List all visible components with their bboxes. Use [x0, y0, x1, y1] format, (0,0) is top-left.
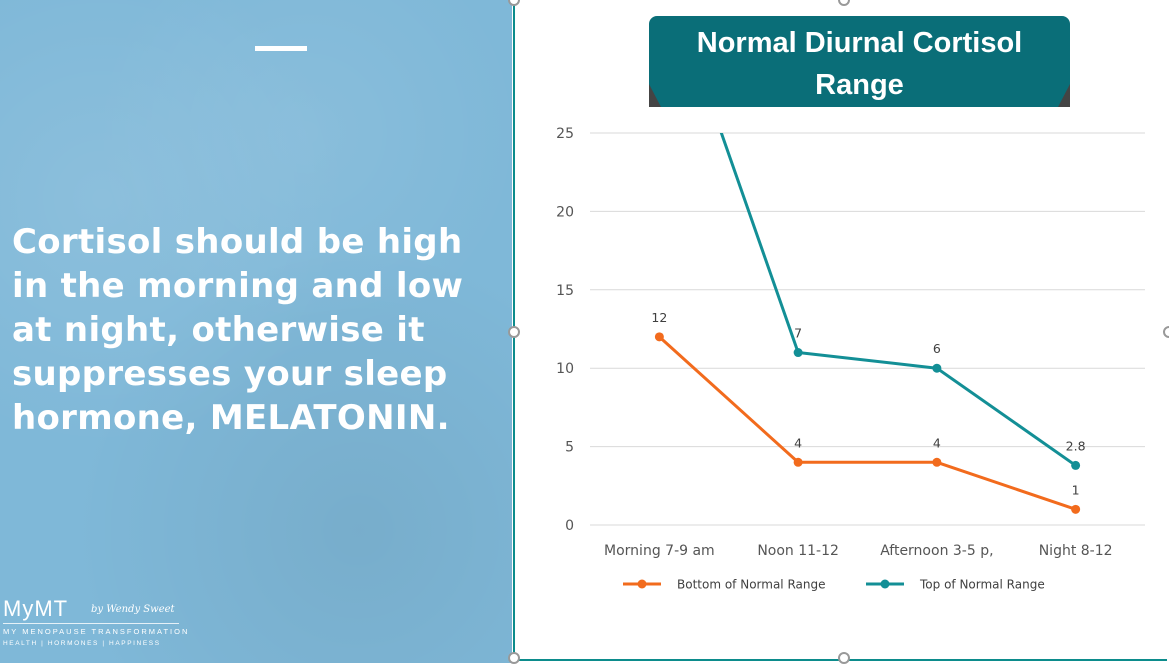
mymt-logo: MyMT by Wendy Sweet MY MENOPAUSE TRANSFO… — [3, 596, 187, 656]
data-label-0-0: 12 — [651, 310, 667, 325]
resize-handle-middle-left[interactable] — [508, 326, 520, 338]
data-point-0-3 — [1071, 504, 1081, 514]
data-point-1-2 — [932, 363, 942, 373]
y-tick-label-10: 10 — [556, 361, 574, 377]
legend-label-1: Top of Normal Range — [919, 578, 1045, 592]
logo-tagline: HEALTH | HORMONES | HAPPINESS — [3, 640, 161, 647]
x-tick-label-2: Afternoon 3-5 p, — [880, 543, 993, 559]
accent-dash — [255, 46, 307, 51]
logo-subtitle: MY MENOPAUSE TRANSFORMATION — [3, 627, 190, 636]
legend-label-0: Bottom of Normal Range — [677, 578, 825, 592]
data-label-1-1: 7 — [794, 326, 802, 341]
logo-main: MyMT — [3, 596, 69, 621]
data-point-0-1 — [793, 457, 803, 467]
series-line-0 — [658, 335, 1077, 511]
left-panel: Cortisol should be high in the morning a… — [0, 0, 512, 663]
y-tick-label-0: 0 — [565, 518, 574, 534]
y-tick-label-25: 25 — [556, 126, 574, 142]
data-point-1-3 — [1071, 460, 1081, 470]
y-tick-label-5: 5 — [565, 440, 574, 456]
series-line-1 — [719, 133, 1077, 467]
data-label-1-3: 2.8 — [1066, 438, 1086, 453]
logo-signature: by Wendy Sweet — [91, 604, 175, 615]
legend-marker-1 — [880, 579, 890, 589]
data-label-0-2: 4 — [933, 435, 941, 450]
data-label-0-3: 1 — [1072, 482, 1080, 497]
banner-fold-left — [649, 84, 661, 107]
resize-handle-top-left[interactable] — [508, 0, 520, 6]
chart-title: Normal Diurnal Cortisol Range — [649, 16, 1070, 107]
logo-divider — [3, 623, 179, 624]
slide-headline: Cortisol should be high in the morning a… — [12, 222, 464, 438]
legend-marker-0 — [637, 579, 647, 589]
data-label-1-2: 6 — [933, 341, 941, 356]
data-point-0-0 — [654, 332, 664, 342]
y-tick-label-20: 20 — [556, 204, 574, 220]
data-label-0-1: 4 — [794, 435, 802, 450]
x-tick-label-0: Morning 7-9 am — [604, 543, 715, 559]
banner-fold-right — [1058, 84, 1070, 107]
y-tick-label-15: 15 — [556, 283, 574, 299]
x-tick-label-1: Noon 11-12 — [757, 543, 839, 559]
resize-handle-middle-right[interactable] — [1163, 326, 1169, 338]
x-tick-label-3: Night 8-12 — [1039, 543, 1113, 559]
resize-handle-top-middle[interactable] — [838, 0, 850, 6]
data-point-0-2 — [932, 457, 942, 467]
data-point-1-1 — [793, 348, 803, 358]
